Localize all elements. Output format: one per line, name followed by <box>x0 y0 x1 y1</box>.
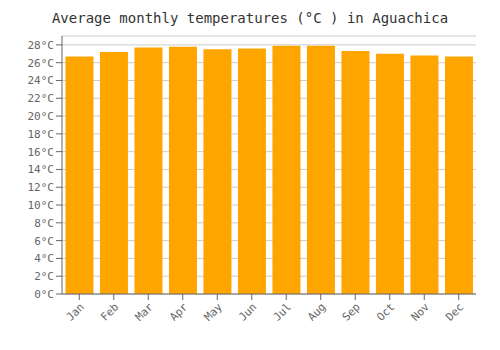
svg-text:0°C: 0°C <box>34 288 54 301</box>
svg-text:Feb: Feb <box>98 300 121 323</box>
svg-text:18°C: 18°C <box>28 128 55 141</box>
svg-text:10°C: 10°C <box>28 199 55 212</box>
svg-text:26°C: 26°C <box>28 57 55 70</box>
svg-text:Oct: Oct <box>374 300 397 323</box>
svg-text:Jun: Jun <box>236 300 259 323</box>
svg-text:Nov: Nov <box>409 300 433 324</box>
svg-text:6°C: 6°C <box>34 235 54 248</box>
svg-text:Apr: Apr <box>167 300 191 324</box>
svg-text:20°C: 20°C <box>28 110 55 123</box>
svg-text:Jan: Jan <box>64 300 87 323</box>
html-text:Average monthly temperatures (: Average monthly temperatures (°C ) in Ag… <box>51 10 449 26</box>
svg-text:22°C: 22°C <box>28 92 55 105</box>
svg-text:2°C: 2°C <box>34 270 54 283</box>
svg-text:Jul: Jul <box>271 300 294 323</box>
svg-text:12°C: 12°C <box>28 181 55 194</box>
svg-text:14°C: 14°C <box>28 163 55 176</box>
svg-text:24°C: 24°C <box>28 74 55 87</box>
svg-text:16°C: 16°C <box>28 146 55 159</box>
svg-text:Aug: Aug <box>305 300 328 323</box>
svg-text:Mar: Mar <box>133 300 157 324</box>
svg-text:Dec: Dec <box>443 300 466 323</box>
svg-text:8°C: 8°C <box>34 217 54 230</box>
svg-text:Sep: Sep <box>340 300 363 323</box>
svg-text:28°C: 28°C <box>28 39 55 52</box>
svg-text:4°C: 4°C <box>34 252 54 265</box>
svg-text:May: May <box>202 300 226 324</box>
